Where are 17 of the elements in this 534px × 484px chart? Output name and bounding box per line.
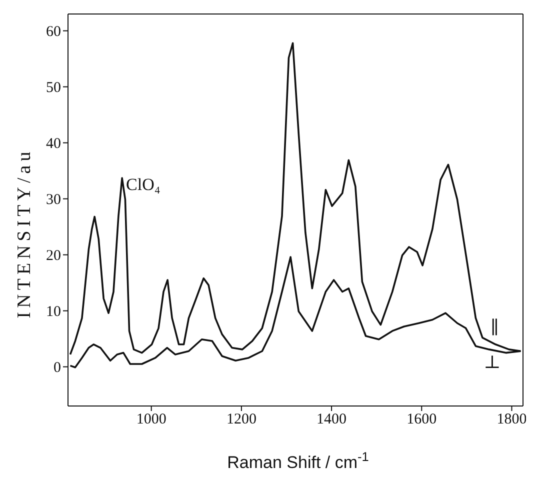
y-axis-title: INTENSITY/au	[14, 148, 35, 318]
y-tick-label: 0	[54, 360, 61, 376]
x-tick-label: 1600	[406, 412, 437, 428]
series-label: ⊥	[484, 352, 501, 372]
x-tick-label: 1200	[226, 412, 256, 428]
annotation: ClO₄	[126, 175, 160, 194]
x-tick-label: 1400	[316, 412, 347, 428]
y-tick-label: 30	[46, 192, 61, 208]
y-tick-label: 60	[46, 24, 61, 40]
y-tick-label: 10	[46, 304, 61, 320]
y-tick-label: 20	[46, 248, 61, 264]
x-tick-label: 1000	[136, 412, 166, 428]
series-label: ∥	[490, 318, 499, 338]
x-axis-title: Raman Shift / cm$^{-1}$	[227, 448, 369, 472]
x-tick-label: 1800	[496, 412, 527, 428]
y-tick-label: 50	[46, 80, 61, 96]
y-tick-label: 40	[46, 136, 61, 152]
